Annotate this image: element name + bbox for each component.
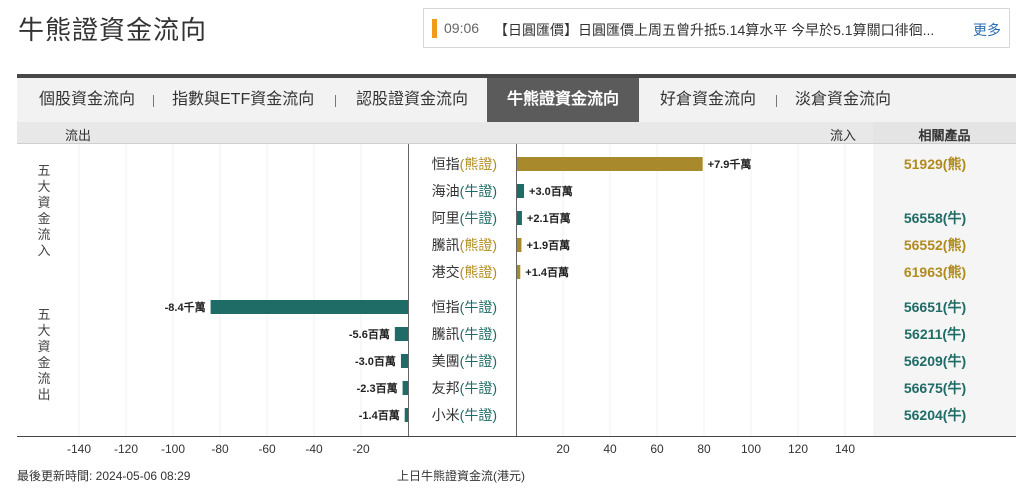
tab-index-etf-flow[interactable]: 指數與ETF資金流向 (172, 91, 315, 108)
bar-value-label: -1.4百萬 (359, 408, 400, 422)
category-label: 騰訊(牛證) (432, 326, 497, 342)
category-name: 恒指 (432, 299, 460, 315)
category-kind: (牛證) (460, 210, 497, 226)
x-tick-label: -40 (305, 442, 323, 456)
x-tick-label: 40 (603, 442, 617, 456)
inflow-bar (517, 184, 525, 198)
category-label: 小米(牛證) (432, 407, 497, 423)
category-kind: (熊證) (460, 156, 497, 172)
x-tick-label: -80 (211, 442, 229, 456)
category-kind: (牛證) (460, 407, 497, 423)
tab-separator (776, 95, 777, 107)
more-news-link[interactable]: 更多 (973, 22, 1001, 38)
category-kind: (熊證) (460, 264, 497, 280)
tab-cbbc-flow[interactable]: 牛熊證資金流向 (487, 78, 639, 122)
tab-warrant-flow[interactable]: 認股證資金流向 (356, 91, 469, 108)
category-label: 港交(熊證) (432, 264, 497, 280)
inflow-bar (517, 238, 522, 252)
category-label: 美團(牛證) (432, 353, 497, 369)
x-tick-label: 120 (788, 442, 808, 456)
bar-value-label: +7.9千萬 (708, 157, 752, 171)
product-code: 56558(牛) (904, 210, 966, 226)
bar-value-label: -2.3百萬 (357, 381, 398, 395)
inflow-bar (517, 157, 703, 171)
outflow-bar (402, 381, 408, 395)
category-label: 恒指(牛證) (432, 299, 497, 315)
tab-stock-flow[interactable]: 個股資金流向 (39, 91, 136, 108)
product-code: 56211(牛) (904, 326, 965, 342)
category-name: 美團 (432, 353, 460, 369)
product-code: 56209(牛) (904, 353, 966, 369)
outflow-bar (404, 408, 408, 422)
product-header-cell: 相關產品 (873, 122, 1016, 144)
ticker-time: 09:06 (444, 20, 480, 36)
x-tick-label: 100 (741, 442, 761, 456)
category-name: 騰訊 (432, 326, 460, 342)
tab-bar: 個股資金流向 指數與ETF資金流向 認股證資金流向 牛熊證資金流向 好倉資金流向… (17, 74, 1016, 122)
news-ticker[interactable]: 09:06 【日圓匯價】日圓匯價上周五曾升抵5.14算水平 今早於5.1算關口徘… (423, 8, 1010, 48)
category-name: 騰訊 (432, 237, 460, 253)
category-name: 恒指 (432, 156, 460, 172)
category-label: 恒指(熊證) (432, 156, 497, 172)
product-code: 51929(熊) (904, 156, 966, 172)
x-tick-label: -60 (258, 442, 276, 456)
outflow-group-label: 五大資金流出 (37, 307, 51, 402)
inflow-group-label: 五大資金流入 (37, 163, 51, 258)
outflow-header: 流出 (65, 128, 92, 143)
chart-caption: 上日牛熊證資金流(港元) (397, 469, 525, 483)
x-tick-label: -20 (352, 442, 370, 456)
product-code: 56552(熊) (904, 237, 966, 253)
x-tick-label: -100 (161, 442, 185, 456)
chart-header: 流出 流入 相關產品 (17, 122, 1016, 144)
category-kind: (牛證) (460, 299, 497, 315)
page-title: 牛熊證資金流向 (18, 15, 208, 45)
x-tick-label: 80 (697, 442, 711, 456)
bar-value-label: +3.0百萬 (529, 184, 573, 198)
bar-value-label: -3.0百萬 (355, 354, 396, 368)
ticker-accent-bar (432, 19, 437, 38)
bar-value-label: +2.1百萬 (527, 211, 571, 225)
product-code: 56204(牛) (904, 407, 966, 423)
category-kind: (牛證) (460, 326, 497, 342)
bar-value-label: +1.9百萬 (526, 238, 570, 252)
x-tick-label: -140 (67, 442, 91, 456)
category-kind: (牛證) (460, 353, 497, 369)
outflow-bar (400, 354, 408, 368)
inflow-header: 流入 (830, 128, 857, 143)
inflow-bar (517, 265, 521, 279)
category-name: 阿里 (432, 210, 460, 226)
bar-value-label: -8.4千萬 (165, 300, 206, 314)
tab-long-flow[interactable]: 好倉資金流向 (660, 91, 757, 108)
product-column (873, 144, 1016, 436)
product-header: 相關產品 (918, 128, 971, 143)
bar-value-label: +1.4百萬 (525, 265, 569, 279)
tab-short-flow[interactable]: 淡倉資金流向 (795, 91, 892, 108)
product-code: 61963(熊) (904, 264, 966, 280)
outflow-bar (394, 327, 408, 341)
tab-separator (335, 95, 336, 107)
category-kind: (牛證) (460, 380, 497, 396)
category-name: 港交 (432, 264, 460, 280)
category-label: 騰訊(熊證) (432, 237, 497, 253)
x-tick-label: 20 (556, 442, 570, 456)
inflow-bar (517, 211, 522, 225)
last-update-time: 最後更新時間: 2024-05-06 08:29 (17, 469, 191, 483)
category-label: 阿里(牛證) (432, 210, 497, 226)
category-kind: (熊證) (460, 237, 497, 253)
category-kind: (牛證) (460, 183, 497, 199)
category-name: 海油 (432, 183, 460, 199)
tab-separator (153, 95, 154, 107)
x-tick-label: 140 (835, 442, 855, 456)
category-name: 小米 (432, 407, 460, 423)
category-label: 海油(牛證) (432, 183, 497, 199)
product-code: 56651(牛) (904, 299, 966, 315)
bar-value-label: -5.6百萬 (349, 327, 390, 341)
product-code: 56675(牛) (904, 380, 966, 396)
x-tick-label: -120 (114, 442, 138, 456)
x-tick-label: 60 (650, 442, 664, 456)
category-label: 友邦(牛證) (432, 380, 497, 396)
category-name: 友邦 (432, 380, 460, 396)
outflow-bar (210, 300, 408, 314)
